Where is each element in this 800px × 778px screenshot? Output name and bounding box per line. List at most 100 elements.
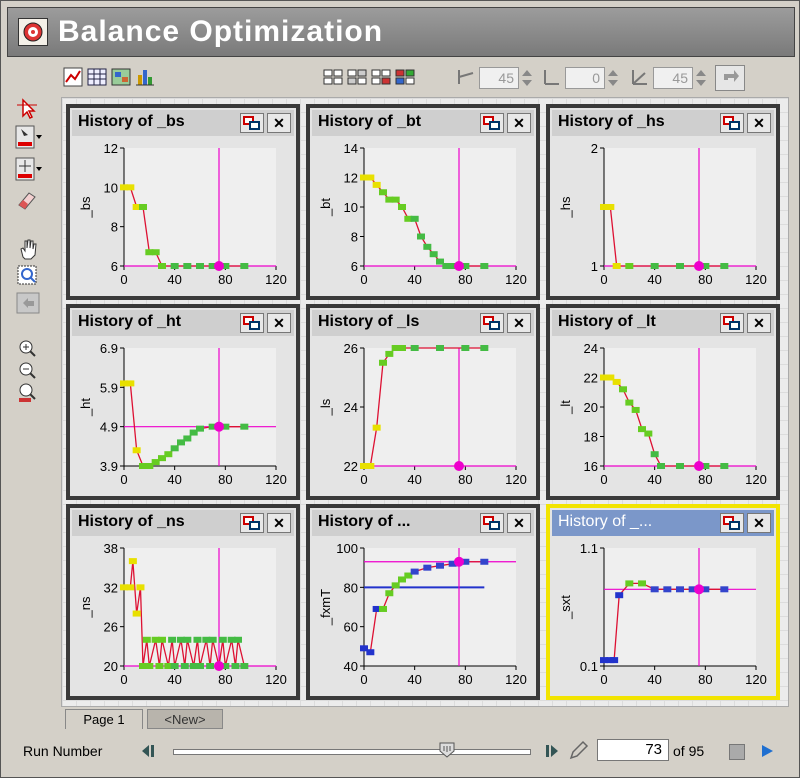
x-angle-input[interactable]: 45 (479, 67, 519, 89)
zoom-out-icon[interactable] (15, 359, 43, 383)
panel-header[interactable]: History of _lt ✕ (552, 310, 774, 336)
marker-tool-icon[interactable] (15, 125, 43, 149)
history-plot[interactable]: 2 10 40 80 120 _hs (550, 136, 776, 296)
z-angle-input[interactable]: 45 (653, 67, 693, 89)
x-tick-label: 120 (745, 472, 767, 487)
current-run-point[interactable] (214, 421, 224, 432)
panel-header[interactable]: History of _bt ✕ (312, 110, 534, 136)
history-panel[interactable]: History of _... ✕ 1.1 0.1 0 40 80 120 _sxt (546, 504, 780, 700)
data-point (180, 663, 189, 669)
bar-chart-icon[interactable] (135, 67, 155, 87)
zoom-in-icon[interactable] (15, 337, 43, 361)
restore-window-icon[interactable] (240, 513, 264, 533)
panel-header[interactable]: History of _ns ✕ (72, 510, 294, 536)
zoom-100-icon[interactable] (15, 381, 43, 405)
history-plot[interactable]: 26 24 220 40 80 120 _ls (310, 336, 536, 496)
edit-run-icon[interactable] (567, 740, 589, 767)
restore-window-icon[interactable] (240, 113, 264, 133)
run-slider-track[interactable] (173, 749, 531, 755)
y-angle-input[interactable]: 0 (565, 67, 605, 89)
stop-icon[interactable] (729, 744, 745, 760)
panel-header[interactable]: History of _ls ✕ (312, 310, 534, 336)
history-panel[interactable]: History of _ns ✕ 38 32 26 20 0 40 80 120 _ns (66, 504, 300, 700)
close-icon[interactable]: ✕ (747, 313, 771, 333)
panel-header[interactable]: History of _hs ✕ (552, 110, 774, 136)
history-plot[interactable]: 14 12 10 8 60 40 80 120 _bt (310, 136, 536, 296)
history-panel[interactable]: History of _ls ✕ 26 24 22 0 40 80 120 _ls (306, 304, 540, 500)
zoom-box-icon[interactable] (15, 263, 43, 287)
layout-3-icon[interactable] (371, 67, 391, 87)
y-tick-label: 32 (104, 580, 118, 595)
current-run-point[interactable] (694, 584, 704, 595)
history-plot[interactable]: 12 10 8 60 40 80 120 _bs (70, 136, 296, 296)
current-run-point[interactable] (454, 461, 464, 471)
current-run-point[interactable] (214, 661, 224, 671)
tab-new[interactable]: <New> (147, 709, 223, 729)
x-tick-label: 0 (360, 672, 367, 687)
history-plot[interactable]: 6.9 5.9 4.9 3.90 40 80 120 _ht (70, 336, 296, 496)
layout-4-icon[interactable] (395, 67, 415, 87)
table-grid-icon[interactable] (87, 67, 107, 87)
step-forward-icon[interactable] (543, 743, 563, 764)
panel-header[interactable]: History of _ht ✕ (72, 310, 294, 336)
history-plot[interactable]: 1.1 0.10 40 80 120 _sxt (550, 536, 776, 696)
tab-page-1[interactable]: Page 1 (65, 709, 143, 729)
current-run-point[interactable] (694, 461, 704, 471)
close-icon[interactable]: ✕ (267, 513, 291, 533)
history-plot[interactable]: 24 22 20 18 160 40 80 120 _lt (550, 336, 776, 496)
undo-zoom-icon[interactable] (15, 291, 43, 315)
history-panel[interactable]: History of _hs ✕ 2 1 0 40 80 120 _hs (546, 104, 780, 300)
panel-header[interactable]: History of _... ✕ (552, 510, 774, 536)
reset-view-icon[interactable] (715, 65, 745, 91)
image-map-icon[interactable] (111, 67, 131, 87)
data-point (448, 263, 457, 269)
x-tick-label: 40 (647, 272, 661, 287)
x-tick-label: 120 (505, 472, 527, 487)
select-icon[interactable] (15, 97, 43, 121)
history-panel[interactable]: History of _ht ✕ 6.9 5.9 4.9 3.9 0 40 80 120 _ht (66, 304, 300, 500)
history-panel[interactable]: History of _bt ✕ 14 12 10 8 6 0 40 80 120 _bt (306, 104, 540, 300)
close-icon[interactable]: ✕ (747, 513, 771, 533)
data-point (164, 663, 173, 669)
target-icon[interactable] (18, 18, 48, 46)
close-icon[interactable]: ✕ (507, 113, 531, 133)
current-run-point[interactable] (454, 556, 464, 567)
y-angle-spinner[interactable] (607, 68, 619, 88)
history-panel[interactable]: History of _lt ✕ 24 22 20 18 16 0 40 80 120 _lt (546, 304, 780, 500)
history-panel[interactable]: History of _bs ✕ 12 10 8 6 0 40 80 120 _bs (66, 104, 300, 300)
restore-window-icon[interactable] (480, 113, 504, 133)
current-run-point[interactable] (694, 261, 704, 271)
panel-header[interactable]: History of ... ✕ (312, 510, 534, 536)
x-angle-spinner[interactable] (521, 68, 533, 88)
eraser-icon[interactable] (15, 189, 43, 213)
pan-icon[interactable] (15, 237, 43, 261)
play-icon[interactable] (759, 743, 775, 764)
restore-window-icon[interactable] (720, 313, 744, 333)
restore-window-icon[interactable] (240, 313, 264, 333)
current-run-point[interactable] (214, 261, 224, 271)
history-panel[interactable]: History of ... ✕ 100 80 60 40 0 40 80 120 _fxmT (306, 504, 540, 700)
z-angle-spinner[interactable] (695, 68, 707, 88)
close-icon[interactable]: ✕ (267, 313, 291, 333)
close-icon[interactable]: ✕ (267, 113, 291, 133)
close-icon[interactable]: ✕ (507, 313, 531, 333)
layout-2-icon[interactable] (347, 67, 367, 87)
layout-1-icon[interactable] (323, 67, 343, 87)
restore-window-icon[interactable] (480, 513, 504, 533)
line-chart-icon[interactable] (63, 67, 83, 87)
panel-title: History of _lt (558, 313, 656, 330)
panel-header[interactable]: History of _bs ✕ (72, 110, 294, 136)
current-run-point[interactable] (454, 261, 464, 271)
run-slider-thumb[interactable] (438, 741, 456, 759)
y-axis-label: _lt (558, 400, 573, 415)
history-plot[interactable]: 38 32 26 200 40 80 120 _ns (70, 536, 296, 696)
restore-window-icon[interactable] (720, 513, 744, 533)
restore-window-icon[interactable] (720, 113, 744, 133)
restore-window-icon[interactable] (480, 313, 504, 333)
step-back-icon[interactable] (139, 743, 159, 764)
crosshair-tool-icon[interactable] (15, 157, 43, 181)
run-number-input[interactable]: 73 (597, 739, 669, 761)
close-icon[interactable]: ✕ (507, 513, 531, 533)
close-icon[interactable]: ✕ (747, 113, 771, 133)
